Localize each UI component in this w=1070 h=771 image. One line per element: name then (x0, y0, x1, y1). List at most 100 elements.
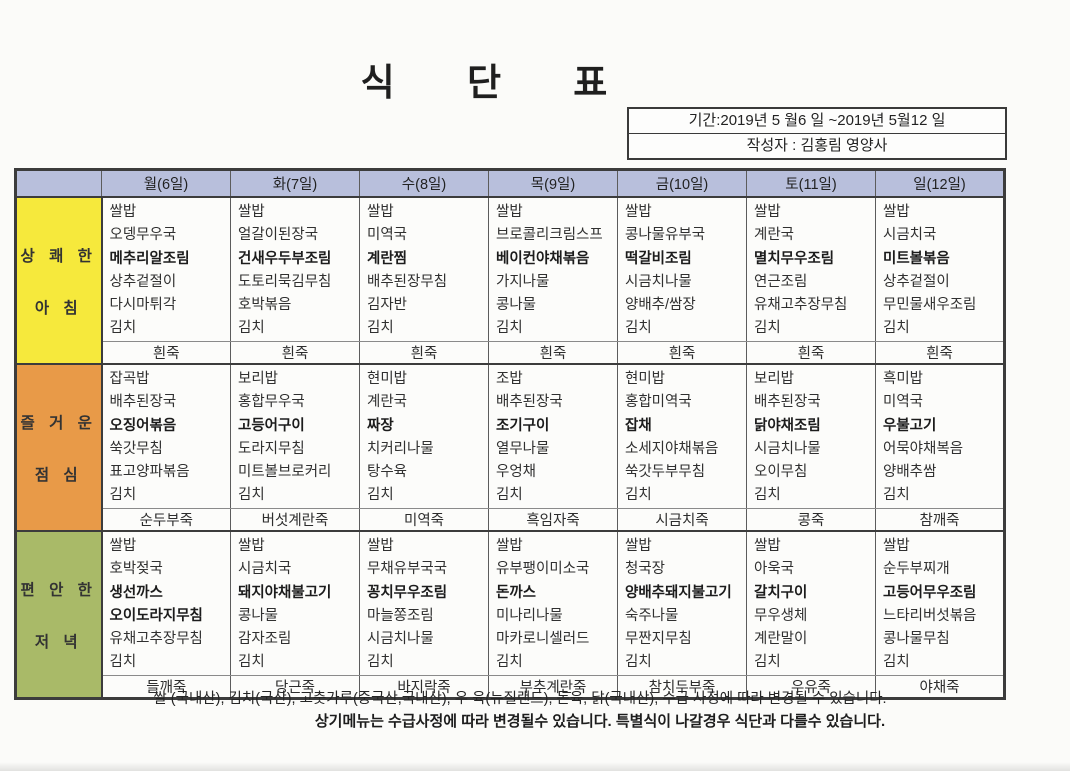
menu-cell: 보리밥 홍합무우국 고등어구이 도라지무침 미트볼브로커리 김치 (230, 363, 360, 509)
menu-item: 꽁치무우조림 (367, 584, 448, 601)
porridge-cell: 부추계란죽 (488, 675, 618, 700)
menu-item: 고등어무우조림 (883, 584, 977, 601)
menu-item: 홍합무우국 (238, 394, 305, 411)
menu-item: 돼지야채불고기 (238, 584, 332, 601)
menu-item: 떡갈비조림 (625, 250, 692, 267)
menu-item: 배추된장무침 (367, 273, 448, 290)
day-header: 일(12일) (875, 169, 1005, 198)
menu-cell: 쌀밥 아욱국 갈치구이 무우생체 계란말이 김치 (746, 530, 876, 676)
menu-item: 미나리나물 (496, 607, 563, 624)
menu-table: 월(6일) 화(7일) 수(8일) 목(9일) 금(10일) 토(11일) 일(12일) 상… (14, 168, 1006, 700)
menu-item: 보리밥 (238, 371, 279, 387)
menu-item: 돈까스 (496, 584, 537, 601)
menu-item: 무우생체 (754, 607, 808, 624)
menu-item: 김치 (238, 654, 265, 671)
menu-cell: 잡곡밥 배추된장국 오징어볶음 쑥갓무침 표고양파볶음 김치 (101, 363, 231, 509)
menu-item: 김치 (754, 654, 781, 671)
corner-cell (15, 169, 102, 198)
menu-item: 김치 (883, 654, 910, 671)
menu-item: 쌀밥 (109, 204, 137, 220)
menu-item: 표고양파볶음 (109, 464, 190, 481)
menu-item: 잡곡밥 (109, 371, 150, 387)
scan-edge-shadow (0, 762, 1070, 771)
menu-cell: 현미밥 계란국 짜장 치커리나물 탕수육 김치 (359, 363, 489, 509)
porridge-cell: 흰죽 (488, 341, 618, 365)
menu-item: 도라지무침 (238, 440, 305, 457)
menu-item: 잡채 (625, 417, 652, 434)
menu-item: 청국장 (625, 561, 666, 578)
menu-item: 미트볼볶음 (883, 250, 950, 267)
menu-item: 시금치나물 (367, 631, 434, 648)
menu-item: 다시마튀각 (109, 297, 177, 314)
menu-item: 느타리버섯볶음 (883, 607, 977, 624)
day-header: 월(6일) (101, 169, 231, 198)
menu-item: 유채고추장무침 (109, 631, 203, 648)
menu-item: 베이컨야채볶음 (496, 250, 590, 267)
page-title: 식 단 표 (360, 62, 610, 103)
porridge-cell: 버섯계란죽 (230, 508, 360, 532)
menu-item: 현미밥 (367, 371, 408, 387)
menu-item: 생선까스 (109, 584, 163, 601)
menu-item: 아욱국 (754, 561, 795, 578)
porridge-cell: 흰죽 (101, 341, 231, 365)
menu-item: 양배추/쌈장 (625, 297, 696, 314)
menu-cell: 쌀밥 미역국 계란찜 배추된장무침 김자반 김치 (359, 196, 489, 342)
menu-item: 우엉채 (496, 464, 537, 481)
porridge-cell: 흰죽 (617, 341, 747, 365)
porridge-cell: 시금치죽 (617, 508, 747, 532)
menu-item: 쌀밥 (754, 204, 781, 220)
menu-item: 쌀밥 (238, 538, 265, 554)
menu-item: 무짠지무침 (625, 631, 692, 648)
menu-cell: 쌀밥 청국장 양배추돼지불고기 숙주나물 무짠지무침 김치 (617, 530, 747, 676)
menu-item: 가지나물 (496, 273, 550, 290)
porridge-row-dinner: 들깨죽 당근죽 바지락죽 부추계란죽 참치두부죽 우유죽 야채죽 (16, 675, 1005, 700)
menu-item: 마늘쫑조림 (367, 607, 434, 624)
menu-item: 마카로니셀러드 (496, 631, 590, 648)
porridge-cell: 참깨죽 (875, 508, 1005, 532)
menu-item: 김치 (496, 654, 523, 671)
menu-item: 유채고추장무침 (754, 297, 848, 314)
menu-item: 고등어구이 (238, 417, 305, 434)
menu-item: 쑥갓무침 (109, 440, 163, 457)
menu-item: 멸치무우조림 (754, 250, 835, 267)
menu-item: 치커리나물 (367, 440, 434, 457)
menu-item: 양배추돼지불고기 (625, 584, 732, 601)
menu-item: 감자조림 (238, 631, 292, 648)
menu-item: 콩나물 (238, 607, 279, 624)
menu-item: 홍합미역국 (625, 394, 692, 411)
menu-item: 계란말이 (754, 631, 808, 648)
porridge-cell: 들깨죽 (101, 675, 231, 700)
menu-item: 보리밥 (754, 371, 795, 387)
menu-item: 흑미밥 (883, 371, 924, 387)
day-header: 토(11일) (746, 169, 876, 198)
menu-cell: 쌀밥 순두부찌개 고등어무우조림 느타리버섯볶음 콩나물무침 김치 (875, 530, 1005, 676)
menu-cell: 조밥 배추된장국 조기구이 열무나물 우엉채 김치 (488, 363, 618, 509)
porridge-cell: 흑임자죽 (488, 508, 618, 532)
menu-item: 김치 (496, 320, 523, 337)
footer-change-note: 상기메뉴는 수급사정에 따라 변경될수 있습니다. 특별식이 나갈경우 식단과 … (314, 713, 886, 730)
menu-item: 미역국 (883, 394, 924, 411)
menu-item: 시금치국 (238, 561, 292, 578)
menu-item: 김자반 (367, 297, 408, 314)
menu-item: 상추겉절이 (109, 273, 177, 290)
menu-item: 숙주나물 (625, 607, 679, 624)
menu-item: 김치 (496, 487, 523, 504)
menu-cell: 쌀밥 시금치국 미트볼볶음 상추겉절이 무민물새우조림 김치 (875, 196, 1005, 342)
menu-item: 유부팽이미소국 (496, 561, 590, 578)
menu-item: 조밥 (496, 371, 523, 387)
menu-item: 콩나물무침 (883, 631, 950, 648)
porridge-cell: 콩죽 (746, 508, 876, 532)
menu-item: 김치 (238, 320, 265, 337)
menu-item: 탕수육 (367, 464, 408, 481)
menu-cell: 현미밥 홍합미역국 잡채 소세지야채볶음 쑥갓두부무침 김치 (617, 363, 747, 509)
menu-item: 김치 (883, 487, 910, 504)
menu-item: 쌀밥 (238, 204, 265, 220)
menu-cell: 쌀밥 계란국 멸치무우조림 연근조림 유채고추장무침 김치 (746, 196, 876, 342)
menu-item: 쌀밥 (496, 204, 523, 220)
menu-item: 김치 (754, 320, 781, 337)
